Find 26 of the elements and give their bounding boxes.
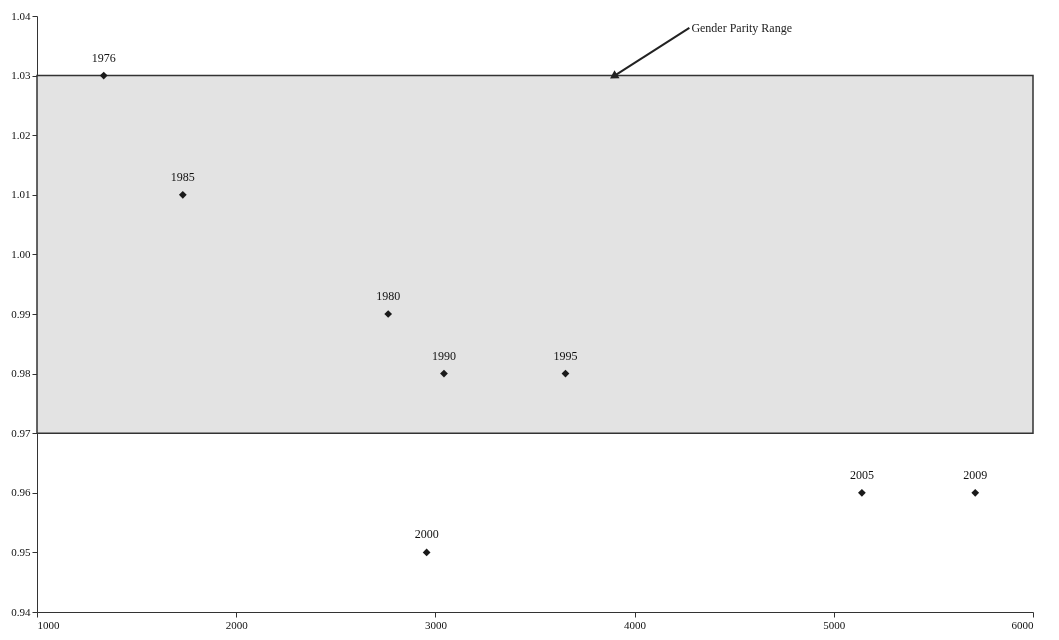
band-label: Gender Parity Range [691, 20, 793, 35]
annotation: 1995 [553, 348, 578, 363]
y-tick-label: 1.02 [11, 128, 31, 141]
y-tick-label: 0.98 [11, 367, 31, 380]
y-tick-label: 0.99 [11, 307, 31, 320]
y-tick-label: 1.01 [11, 188, 31, 201]
annotation: 1980 [376, 289, 401, 303]
y-tick-label: 0.97 [11, 426, 31, 439]
y-tick-label: 0.94 [11, 605, 31, 618]
x-tick-label: 4000 [624, 618, 647, 631]
y-tick-label: 1.00 [11, 247, 31, 260]
annotation: 1985 [170, 169, 195, 184]
y-tick-label: 0.95 [11, 545, 31, 558]
annotation: 2000 [414, 527, 439, 542]
annotation: 2009 [963, 467, 988, 482]
x-tick-label: 5000 [823, 618, 846, 631]
x-tick-label: 2000 [225, 618, 249, 631]
x-tick-label: 3000 [424, 618, 448, 631]
y-tick-label: 1.03 [11, 69, 31, 82]
annotation: 1976 [91, 50, 116, 65]
x-tick-label: 6000 [1011, 618, 1034, 631]
x-tick-label: 1000 [37, 618, 60, 631]
y-tick-label: 0.96 [11, 486, 31, 499]
annotation: 2005 [849, 467, 874, 482]
y-tick-label: 1.04 [11, 9, 31, 22]
annotation: 1990 [431, 348, 456, 363]
